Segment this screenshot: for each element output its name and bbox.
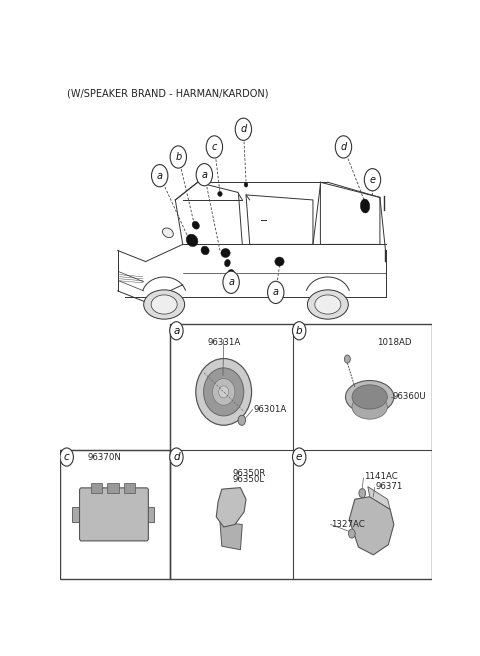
- Text: b: b: [296, 326, 302, 336]
- Circle shape: [292, 448, 306, 466]
- Circle shape: [335, 136, 352, 158]
- Circle shape: [364, 169, 381, 191]
- Circle shape: [223, 271, 240, 293]
- Text: 96371: 96371: [375, 482, 403, 491]
- Text: 96350L: 96350L: [233, 475, 265, 484]
- Circle shape: [170, 448, 183, 466]
- Text: c: c: [64, 452, 70, 462]
- Ellipse shape: [196, 359, 252, 425]
- Circle shape: [235, 118, 252, 140]
- Text: 1327AC: 1327AC: [331, 520, 364, 529]
- Ellipse shape: [162, 228, 173, 237]
- Ellipse shape: [221, 249, 230, 258]
- Text: 1018AD: 1018AD: [377, 338, 412, 347]
- Bar: [60, 450, 170, 579]
- Text: a: a: [156, 171, 163, 180]
- Text: 96370N: 96370N: [88, 453, 121, 462]
- Ellipse shape: [144, 290, 185, 319]
- Ellipse shape: [275, 257, 284, 266]
- Polygon shape: [368, 487, 390, 509]
- Circle shape: [170, 321, 183, 340]
- Text: d: d: [340, 142, 347, 152]
- Ellipse shape: [218, 192, 222, 196]
- Circle shape: [60, 448, 73, 466]
- Text: d: d: [173, 452, 180, 462]
- Text: d: d: [240, 124, 247, 134]
- Text: a: a: [273, 287, 279, 297]
- Ellipse shape: [357, 386, 383, 419]
- Ellipse shape: [307, 290, 348, 319]
- Ellipse shape: [225, 259, 230, 267]
- Ellipse shape: [244, 182, 248, 187]
- Circle shape: [196, 163, 213, 186]
- Ellipse shape: [186, 234, 198, 247]
- Circle shape: [348, 529, 355, 538]
- Text: 96360U: 96360U: [392, 392, 426, 401]
- Text: 96301A: 96301A: [253, 405, 287, 414]
- Ellipse shape: [219, 386, 228, 398]
- Text: e: e: [370, 174, 375, 185]
- Ellipse shape: [352, 385, 387, 409]
- Text: a: a: [228, 277, 234, 287]
- Ellipse shape: [151, 295, 177, 314]
- Text: b: b: [175, 152, 181, 162]
- Circle shape: [359, 489, 366, 498]
- Bar: [170, 323, 432, 579]
- FancyBboxPatch shape: [80, 488, 148, 541]
- Text: 96331A: 96331A: [207, 338, 240, 347]
- Text: 1141AC: 1141AC: [364, 472, 398, 481]
- Ellipse shape: [360, 199, 370, 213]
- Circle shape: [267, 281, 284, 304]
- Bar: [146, 507, 154, 522]
- Bar: [72, 507, 82, 522]
- Ellipse shape: [228, 270, 234, 277]
- Bar: [91, 483, 102, 493]
- Ellipse shape: [346, 380, 394, 413]
- Circle shape: [152, 165, 168, 187]
- Text: a: a: [201, 170, 207, 180]
- Text: e: e: [296, 452, 302, 462]
- Ellipse shape: [204, 368, 244, 416]
- Text: 96350R: 96350R: [233, 468, 266, 478]
- Text: a: a: [173, 326, 180, 336]
- Circle shape: [206, 136, 223, 158]
- Ellipse shape: [315, 295, 341, 314]
- Bar: [108, 483, 119, 493]
- Polygon shape: [216, 487, 246, 527]
- Ellipse shape: [352, 395, 387, 419]
- Circle shape: [170, 146, 186, 168]
- Ellipse shape: [213, 379, 235, 405]
- Circle shape: [292, 321, 306, 340]
- Circle shape: [238, 415, 246, 425]
- Polygon shape: [220, 522, 242, 550]
- Ellipse shape: [201, 246, 209, 255]
- Circle shape: [344, 355, 350, 363]
- Polygon shape: [349, 497, 394, 555]
- Bar: [124, 483, 135, 493]
- Text: (W/SPEAKER BRAND - HARMAN/KARDON): (W/SPEAKER BRAND - HARMAN/KARDON): [67, 89, 269, 99]
- Ellipse shape: [192, 221, 199, 229]
- Text: c: c: [212, 142, 217, 152]
